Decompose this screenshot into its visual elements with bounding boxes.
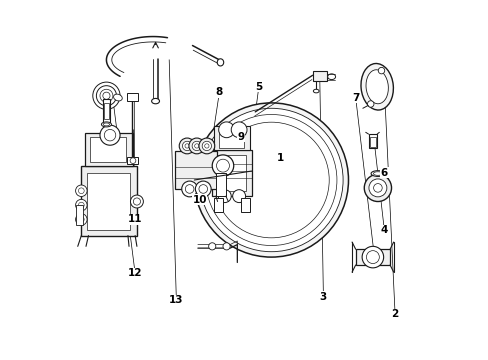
Circle shape xyxy=(218,122,234,138)
Circle shape xyxy=(368,179,386,197)
Circle shape xyxy=(100,125,120,145)
Circle shape xyxy=(182,141,191,150)
Bar xyxy=(368,134,376,148)
Text: 2: 2 xyxy=(391,310,398,319)
Circle shape xyxy=(102,92,110,99)
Bar xyxy=(87,173,130,230)
Circle shape xyxy=(195,181,211,197)
Bar xyxy=(103,103,109,119)
Bar xyxy=(212,149,251,196)
Circle shape xyxy=(204,144,208,148)
Circle shape xyxy=(194,103,348,257)
Circle shape xyxy=(182,181,197,197)
Ellipse shape xyxy=(360,63,392,110)
Bar xyxy=(312,71,326,81)
Bar xyxy=(355,249,389,265)
Bar xyxy=(127,157,138,164)
Circle shape xyxy=(78,202,84,208)
Circle shape xyxy=(96,86,116,106)
Circle shape xyxy=(130,158,136,163)
Circle shape xyxy=(100,89,113,102)
Circle shape xyxy=(76,185,87,197)
Circle shape xyxy=(223,243,230,250)
Circle shape xyxy=(231,122,246,138)
Bar xyxy=(215,173,225,196)
Circle shape xyxy=(208,243,215,250)
Ellipse shape xyxy=(373,172,382,175)
Circle shape xyxy=(199,185,207,193)
Circle shape xyxy=(179,138,195,154)
Circle shape xyxy=(76,214,87,225)
Circle shape xyxy=(184,144,189,148)
Circle shape xyxy=(76,199,87,211)
Ellipse shape xyxy=(313,89,319,93)
Circle shape xyxy=(93,82,120,109)
Bar xyxy=(217,155,246,191)
Text: 10: 10 xyxy=(192,195,206,205)
Circle shape xyxy=(78,188,84,194)
Bar xyxy=(175,151,216,189)
Circle shape xyxy=(188,138,204,154)
Circle shape xyxy=(216,159,229,172)
Circle shape xyxy=(194,144,199,148)
Bar xyxy=(85,134,133,166)
Circle shape xyxy=(367,101,373,107)
Text: 1: 1 xyxy=(276,153,284,163)
Text: 12: 12 xyxy=(128,268,142,278)
Text: 6: 6 xyxy=(380,168,387,178)
Circle shape xyxy=(199,138,214,154)
Ellipse shape xyxy=(151,98,159,104)
Ellipse shape xyxy=(113,94,122,101)
Bar xyxy=(369,136,375,147)
Circle shape xyxy=(212,155,233,176)
Ellipse shape xyxy=(101,122,111,127)
Ellipse shape xyxy=(370,171,384,176)
Circle shape xyxy=(78,217,84,222)
Bar xyxy=(214,126,249,149)
Text: 5: 5 xyxy=(255,82,262,92)
Circle shape xyxy=(185,185,194,193)
Circle shape xyxy=(362,246,383,268)
Bar xyxy=(214,198,223,212)
Text: 9: 9 xyxy=(237,132,244,142)
Text: 13: 13 xyxy=(169,295,183,305)
Circle shape xyxy=(364,174,391,202)
Circle shape xyxy=(199,108,343,252)
Circle shape xyxy=(205,114,336,246)
Bar xyxy=(90,137,126,162)
Ellipse shape xyxy=(365,70,387,104)
Circle shape xyxy=(232,190,245,203)
Text: 7: 7 xyxy=(351,93,359,103)
Circle shape xyxy=(366,251,379,264)
Bar xyxy=(127,93,138,101)
Circle shape xyxy=(192,141,201,150)
Bar xyxy=(102,99,110,123)
Bar xyxy=(241,198,249,212)
Circle shape xyxy=(130,195,143,208)
Circle shape xyxy=(218,190,231,203)
Circle shape xyxy=(378,67,384,74)
Ellipse shape xyxy=(327,74,335,80)
Text: 11: 11 xyxy=(128,215,142,224)
Circle shape xyxy=(202,141,211,150)
Text: 8: 8 xyxy=(215,87,223,97)
Circle shape xyxy=(373,184,382,192)
Bar xyxy=(81,166,137,235)
Circle shape xyxy=(104,130,116,141)
Circle shape xyxy=(213,122,328,238)
Bar xyxy=(219,130,244,148)
Text: 3: 3 xyxy=(319,292,326,302)
Text: 4: 4 xyxy=(380,225,387,235)
Ellipse shape xyxy=(217,59,223,66)
Bar xyxy=(76,205,83,225)
Ellipse shape xyxy=(103,123,109,126)
Circle shape xyxy=(133,198,140,205)
